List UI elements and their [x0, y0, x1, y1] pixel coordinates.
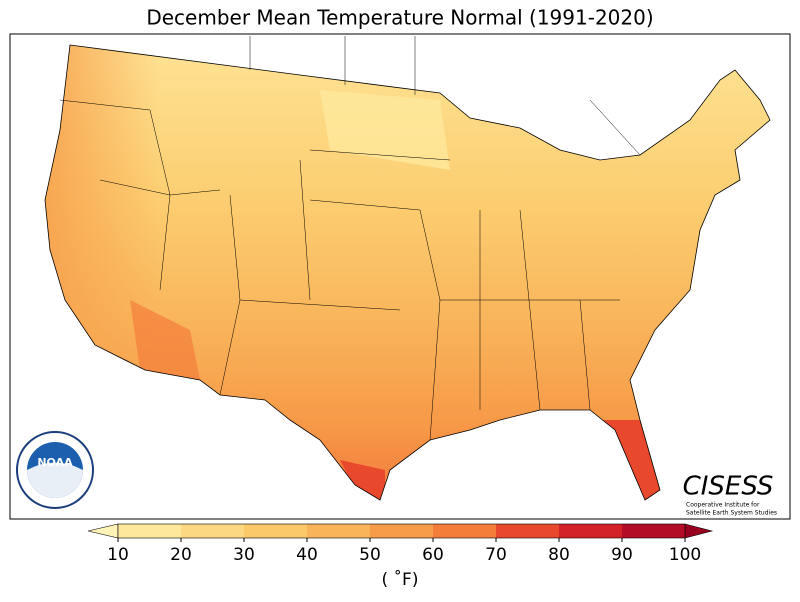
- colorbar-bin: [622, 524, 685, 538]
- state-lines: [59, 36, 641, 441]
- colorbar: 10 20 30 40 50 60 70 80 90 100: [87, 523, 714, 565]
- colorbar-over: [684, 523, 714, 539]
- us-outline: [44, 44, 771, 501]
- noaa-logo: NOAA: [16, 431, 94, 509]
- colorbar-tick-label: 100: [669, 545, 701, 565]
- colorbar-bin: [244, 524, 307, 538]
- colorbar-under: [87, 523, 119, 539]
- colorbar-bin: [370, 524, 433, 538]
- colorbar-tick-label: 40: [296, 545, 318, 565]
- cisess-text: CISESS: [683, 472, 774, 502]
- colorbar-bin: [433, 524, 496, 538]
- colorbar-tick-label: 10: [107, 545, 129, 565]
- colorbar-tick-label: 60: [422, 545, 444, 565]
- colorbar-tick-label: 50: [359, 545, 381, 565]
- cisess-line2: Satellite Earth System Studies: [686, 510, 777, 517]
- title: December Mean Temperature Normal (1991-2…: [146, 6, 653, 30]
- cisess-line1: Cooperative Institute for: [686, 502, 760, 509]
- colorbar-tick-label: 30: [233, 545, 255, 565]
- colorbar-bin: [559, 524, 622, 538]
- colorbar-bin: [496, 524, 559, 538]
- colorbar-bin: [181, 524, 244, 538]
- colorbar-bin: [307, 524, 370, 538]
- colorbar-label: ( ˚F): [382, 569, 419, 590]
- noaa-text: NOAA: [37, 456, 73, 469]
- cisess-logo: CISESS Cooperative Institute for Satelli…: [683, 472, 777, 517]
- colorbar-bin: [118, 524, 181, 538]
- colorbar-border: [117, 523, 686, 539]
- colorbar-tick-label: 80: [548, 545, 570, 565]
- colorbar-tick-label: 20: [170, 545, 192, 565]
- colorbar-tick-label: 90: [611, 545, 633, 565]
- colorbar-tick-label: 70: [485, 545, 507, 565]
